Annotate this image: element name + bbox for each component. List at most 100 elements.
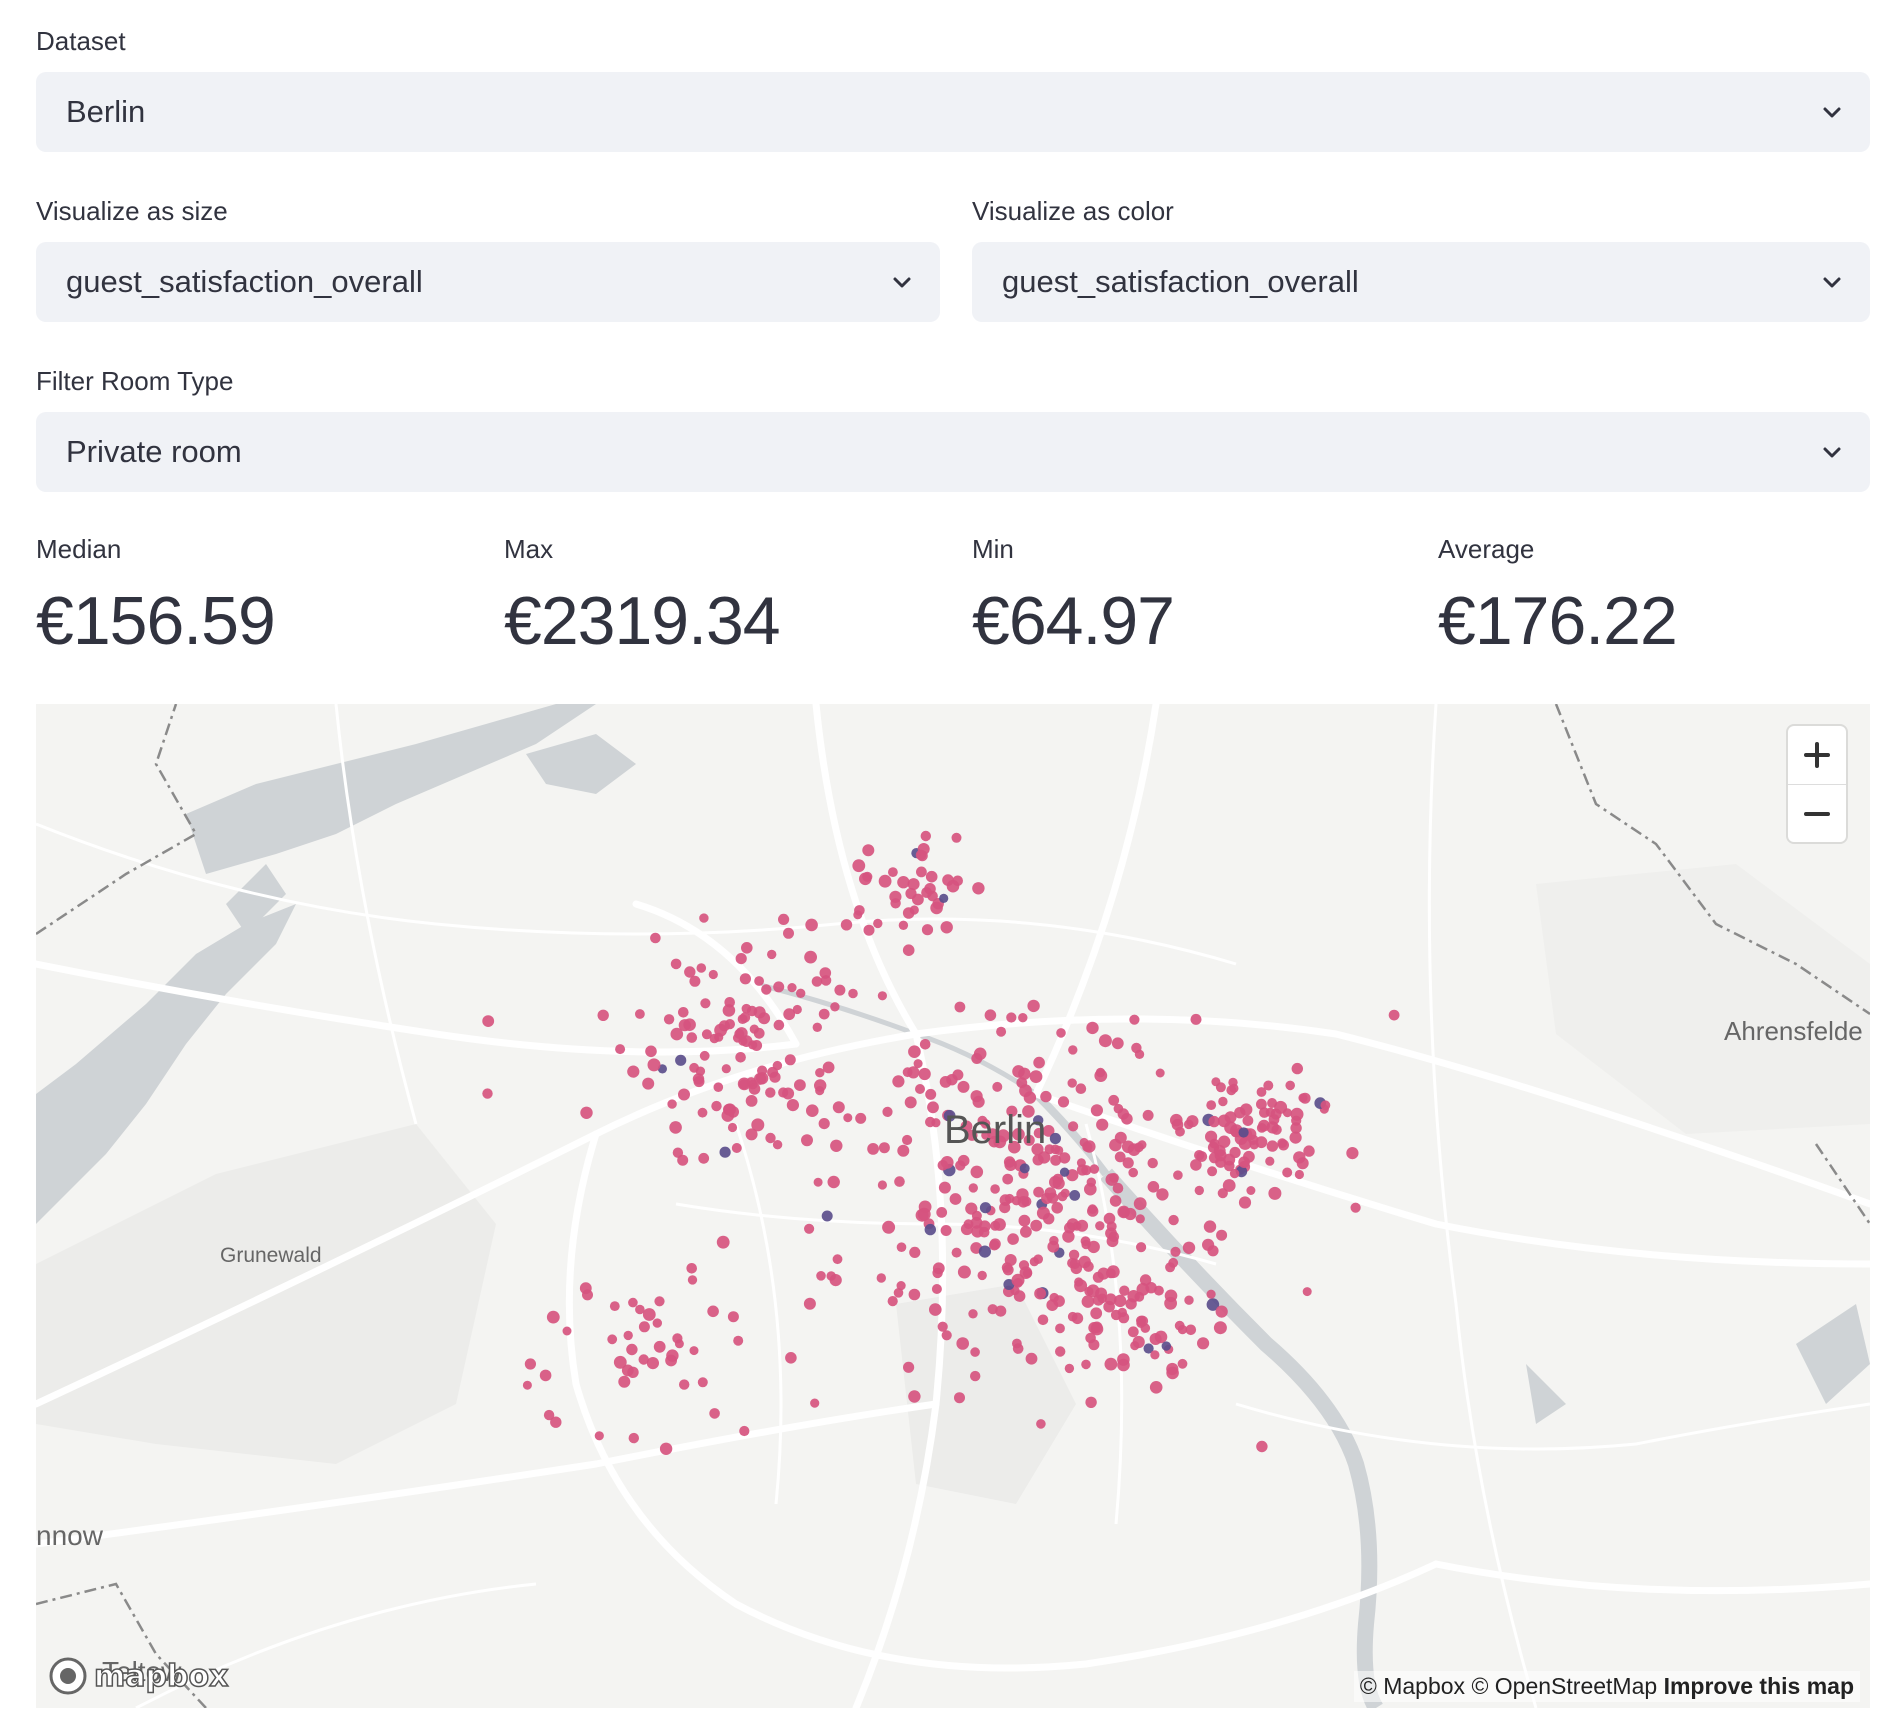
listing-point bbox=[1206, 1289, 1216, 1299]
listing-point bbox=[1208, 1115, 1220, 1128]
listing-point bbox=[1270, 1108, 1282, 1120]
listing-point bbox=[670, 958, 682, 970]
listing-point bbox=[666, 1349, 679, 1362]
zoom-in-button[interactable] bbox=[1788, 726, 1846, 784]
listing-point bbox=[1074, 1279, 1088, 1293]
listing-point bbox=[1133, 1197, 1147, 1211]
listing-point bbox=[951, 1247, 962, 1258]
attribution-osm-link[interactable]: © OpenStreetMap bbox=[1471, 1673, 1658, 1699]
listing-point bbox=[804, 1223, 815, 1234]
listing-point bbox=[1127, 1326, 1139, 1338]
listing-point bbox=[882, 1220, 896, 1234]
listing-point bbox=[1018, 1214, 1031, 1227]
listing-point bbox=[1106, 1265, 1120, 1279]
zoom-control bbox=[1788, 726, 1846, 842]
listing-point bbox=[946, 1074, 958, 1086]
zoom-out-button[interactable] bbox=[1788, 784, 1846, 842]
dataset-select[interactable]: Berlin bbox=[36, 72, 1870, 152]
listing-point bbox=[1218, 1135, 1231, 1148]
listing-point bbox=[1114, 1151, 1126, 1163]
listing-point bbox=[1119, 1285, 1130, 1296]
listing-point bbox=[754, 976, 764, 986]
listing-point bbox=[1067, 1257, 1078, 1269]
listing-point bbox=[1168, 1214, 1179, 1226]
listing-point bbox=[909, 1246, 921, 1258]
listing-point bbox=[805, 918, 818, 932]
listing-point bbox=[609, 1301, 620, 1311]
listing-point bbox=[787, 983, 797, 993]
listing-point bbox=[1186, 1115, 1199, 1128]
listing-point bbox=[647, 1058, 661, 1072]
listing-point bbox=[1290, 1122, 1302, 1134]
listing-point bbox=[1062, 1230, 1075, 1243]
listing-point bbox=[978, 1245, 992, 1258]
listing-point bbox=[737, 1014, 748, 1024]
room-filter-select[interactable]: Private room bbox=[36, 412, 1870, 492]
listing-point bbox=[1229, 1146, 1241, 1159]
listing-point bbox=[942, 874, 954, 886]
listing-point bbox=[701, 1029, 712, 1040]
listing-point bbox=[1069, 1190, 1081, 1201]
listing-point bbox=[1125, 1298, 1137, 1310]
listing-point bbox=[628, 1297, 638, 1308]
listing-point bbox=[940, 1156, 954, 1169]
improve-map-link[interactable]: Improve this map bbox=[1663, 1673, 1854, 1699]
listing-point bbox=[1147, 1157, 1158, 1169]
listing-point bbox=[1139, 1274, 1152, 1286]
listing-point bbox=[930, 901, 943, 915]
listing-point bbox=[818, 1008, 830, 1020]
map-label-berlin: Berlin bbox=[944, 1108, 1047, 1152]
listing-point bbox=[522, 1380, 532, 1390]
listing-point bbox=[1018, 1013, 1028, 1023]
map-canvas[interactable]: Berlin Grunewald Ahrensfelde nnow Teltow… bbox=[36, 704, 1870, 1708]
listing-point bbox=[949, 1193, 962, 1205]
listing-point bbox=[482, 1015, 495, 1027]
listing-point bbox=[990, 1220, 1001, 1231]
listing-point bbox=[937, 1321, 948, 1332]
listing-point bbox=[1091, 1321, 1103, 1333]
listing-point bbox=[783, 1008, 796, 1021]
listing-point bbox=[1008, 1140, 1021, 1154]
listing-point bbox=[1037, 1314, 1049, 1326]
listing-point bbox=[1109, 1195, 1122, 1207]
listing-point bbox=[1055, 1346, 1066, 1357]
listing-point bbox=[1103, 1300, 1115, 1313]
listing-point bbox=[1207, 1166, 1218, 1177]
listing-point bbox=[1149, 1381, 1163, 1394]
size-select[interactable]: guest_satisfaction_overall bbox=[36, 242, 940, 322]
listing-point bbox=[524, 1358, 536, 1370]
listing-point bbox=[1131, 1042, 1142, 1054]
listing-point bbox=[1012, 1128, 1025, 1141]
listing-point bbox=[1213, 1321, 1227, 1335]
listing-point bbox=[902, 944, 915, 956]
listing-point bbox=[772, 1060, 783, 1071]
attribution-mapbox-link[interactable]: © Mapbox bbox=[1359, 1673, 1466, 1699]
listing-point bbox=[663, 1014, 675, 1025]
color-select[interactable]: guest_satisfaction_overall bbox=[972, 242, 1870, 322]
listing-point bbox=[1249, 1140, 1259, 1150]
listing-point bbox=[1218, 1096, 1228, 1107]
listing-point bbox=[1149, 1333, 1162, 1345]
listing-point bbox=[692, 1073, 705, 1085]
listing-point bbox=[1194, 1150, 1205, 1161]
listing-point bbox=[916, 850, 928, 862]
listing-point bbox=[1203, 1220, 1217, 1233]
listing-point bbox=[1081, 1295, 1095, 1308]
listing-point bbox=[697, 1107, 708, 1118]
listing-point bbox=[921, 924, 934, 936]
listing-point bbox=[714, 1032, 724, 1042]
chevron-down-icon bbox=[893, 277, 911, 288]
mapbox-logo[interactable]: mapbox bbox=[48, 1656, 229, 1696]
listing-point bbox=[1265, 1156, 1275, 1166]
listing-point bbox=[758, 1012, 771, 1025]
listing-point bbox=[767, 949, 777, 960]
listing-point bbox=[940, 921, 953, 934]
listing-point bbox=[1147, 1181, 1160, 1193]
listing-point bbox=[1238, 1156, 1250, 1168]
listing-point bbox=[1051, 1202, 1063, 1214]
listing-point bbox=[650, 932, 661, 944]
listing-point bbox=[1111, 1037, 1124, 1050]
listing-point bbox=[960, 1120, 973, 1133]
listing-point bbox=[970, 1165, 984, 1179]
listing-point bbox=[1095, 1067, 1106, 1078]
